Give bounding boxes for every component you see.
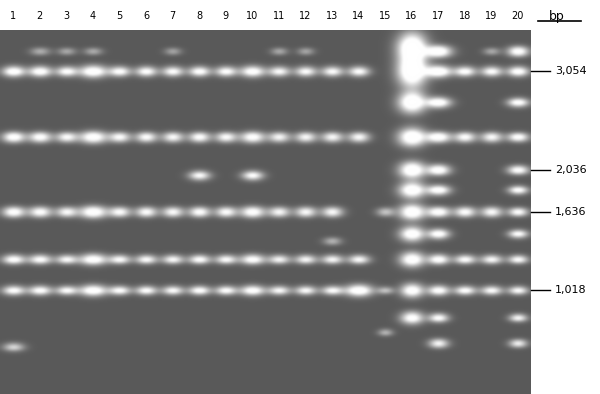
Text: 13: 13: [326, 11, 338, 21]
Text: 5: 5: [116, 11, 122, 21]
Text: 20: 20: [512, 11, 524, 21]
Text: 6: 6: [143, 11, 149, 21]
Text: bp: bp: [550, 10, 565, 23]
Text: 2: 2: [37, 11, 43, 21]
Text: 12: 12: [299, 11, 311, 21]
Text: 3,054: 3,054: [555, 67, 587, 76]
Text: 16: 16: [406, 11, 418, 21]
Text: 17: 17: [432, 11, 444, 21]
Text: 15: 15: [379, 11, 391, 21]
Text: 3: 3: [64, 11, 70, 21]
Text: 7: 7: [169, 11, 176, 21]
Text: 1,018: 1,018: [555, 285, 587, 295]
Text: 2,036: 2,036: [555, 165, 587, 175]
Text: 1,636: 1,636: [555, 207, 587, 217]
Text: 8: 8: [196, 11, 202, 21]
Text: 9: 9: [223, 11, 229, 21]
Text: 11: 11: [272, 11, 285, 21]
Text: 14: 14: [352, 11, 365, 21]
Text: 19: 19: [485, 11, 497, 21]
Text: 10: 10: [246, 11, 259, 21]
Text: 1: 1: [10, 11, 16, 21]
Text: 4: 4: [90, 11, 96, 21]
Text: 18: 18: [458, 11, 471, 21]
